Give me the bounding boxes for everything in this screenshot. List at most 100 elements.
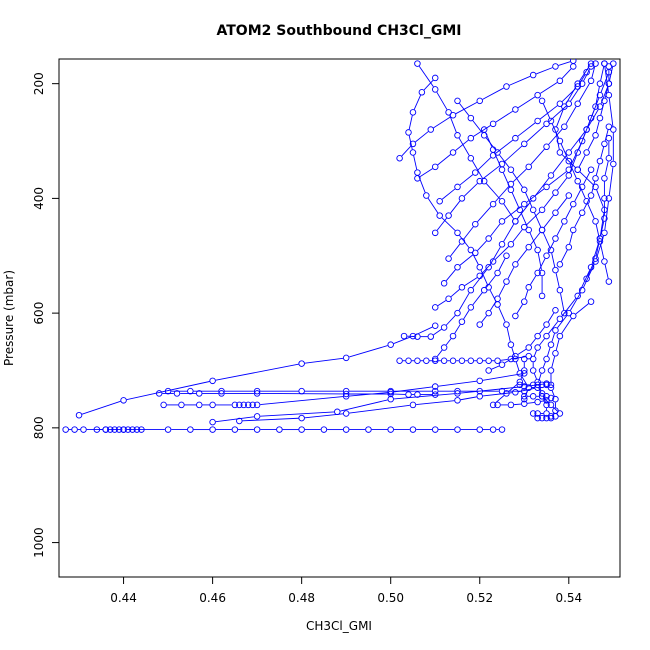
data-point [342,410,350,417]
data-point [543,381,550,389]
data-point [507,166,515,173]
data-point [525,352,532,360]
data-point [565,166,573,173]
series-line-segment [600,103,605,116]
data-point [494,401,501,409]
series-line-segment [459,174,474,186]
profile-series [405,74,532,403]
data-point [601,140,608,148]
profile-series [431,252,510,363]
data-point [236,401,243,409]
data-point [578,209,586,216]
series-line-segment [393,393,455,400]
series-line-segment [260,396,344,406]
profile-series [431,63,595,237]
data-point [552,209,559,216]
data-point [489,401,497,409]
y-axis: 200 400 600 800 1000 [32,72,60,558]
series-line-segment [583,198,590,211]
profile-series [93,426,145,433]
series-line-segment [495,246,509,260]
series-line-segment [543,194,554,208]
series-line-segment [450,289,460,298]
series-line-segment [538,258,546,271]
data-point [543,393,550,400]
data-point [396,357,403,364]
series-line-segment [437,300,447,307]
data-point [512,261,519,268]
data-point [552,407,559,414]
data-point [525,344,532,351]
profile-series [516,381,555,389]
data-point [485,367,492,374]
profile-series [583,134,613,282]
data-point [583,149,590,156]
series-line-segment [441,217,456,231]
series-line-segment [542,361,546,368]
data-point [556,315,564,323]
data-point [129,426,136,433]
data-point [610,60,617,67]
series-line-segment [433,116,451,129]
data-point [538,269,546,277]
data-point [525,226,532,234]
series-line-segment [520,373,524,380]
series-line-segment [126,381,210,401]
data-point [574,177,581,185]
data-point [236,417,243,425]
data-point [552,235,559,242]
data-point [62,426,69,433]
series-line-segment [445,338,452,346]
data-point [253,387,261,395]
data-point [209,377,216,385]
series-line-segment [436,91,448,110]
profile-series [414,60,519,225]
series-line-segment [540,82,558,94]
data-point [556,286,564,294]
data-point [543,401,550,409]
data-point [552,350,559,357]
data-point [431,304,439,311]
data-point [485,309,492,317]
series-line-segment [560,293,565,311]
series-line-segment [458,292,470,311]
data-point [587,298,595,305]
series-line-segment [304,413,344,419]
data-point [596,157,604,165]
data-point [512,218,519,225]
data-point [529,393,537,400]
data-point [449,357,457,364]
data-point [445,295,452,303]
series-line-segment [525,192,533,208]
series-line-segment [482,165,500,180]
data-point [253,413,261,420]
data-point [529,71,537,79]
series-line-segment [489,301,497,311]
data-point [209,418,216,426]
data-point [601,97,608,105]
data-point [164,387,172,395]
data-point [587,263,595,271]
series-line-segment [480,269,488,285]
data-area [62,59,617,433]
data-point [454,397,461,404]
series-line-segment [558,61,571,66]
profile-series [236,384,541,425]
series-line-segment [495,395,505,404]
data-point [570,226,577,234]
series-line-segment [539,338,545,346]
x-tick-label: 0.54 [555,591,582,605]
data-point [570,200,577,208]
series-line-segment [437,154,451,166]
data-point [552,266,559,274]
data-point [534,117,541,125]
data-point [427,126,435,133]
series-line-segment [472,160,483,179]
data-point [298,360,305,367]
data-point [440,357,448,364]
data-point [512,134,519,142]
series-line-segment [520,212,528,228]
profile-series [480,126,546,300]
profile-series [155,390,439,398]
data-point [538,390,546,397]
